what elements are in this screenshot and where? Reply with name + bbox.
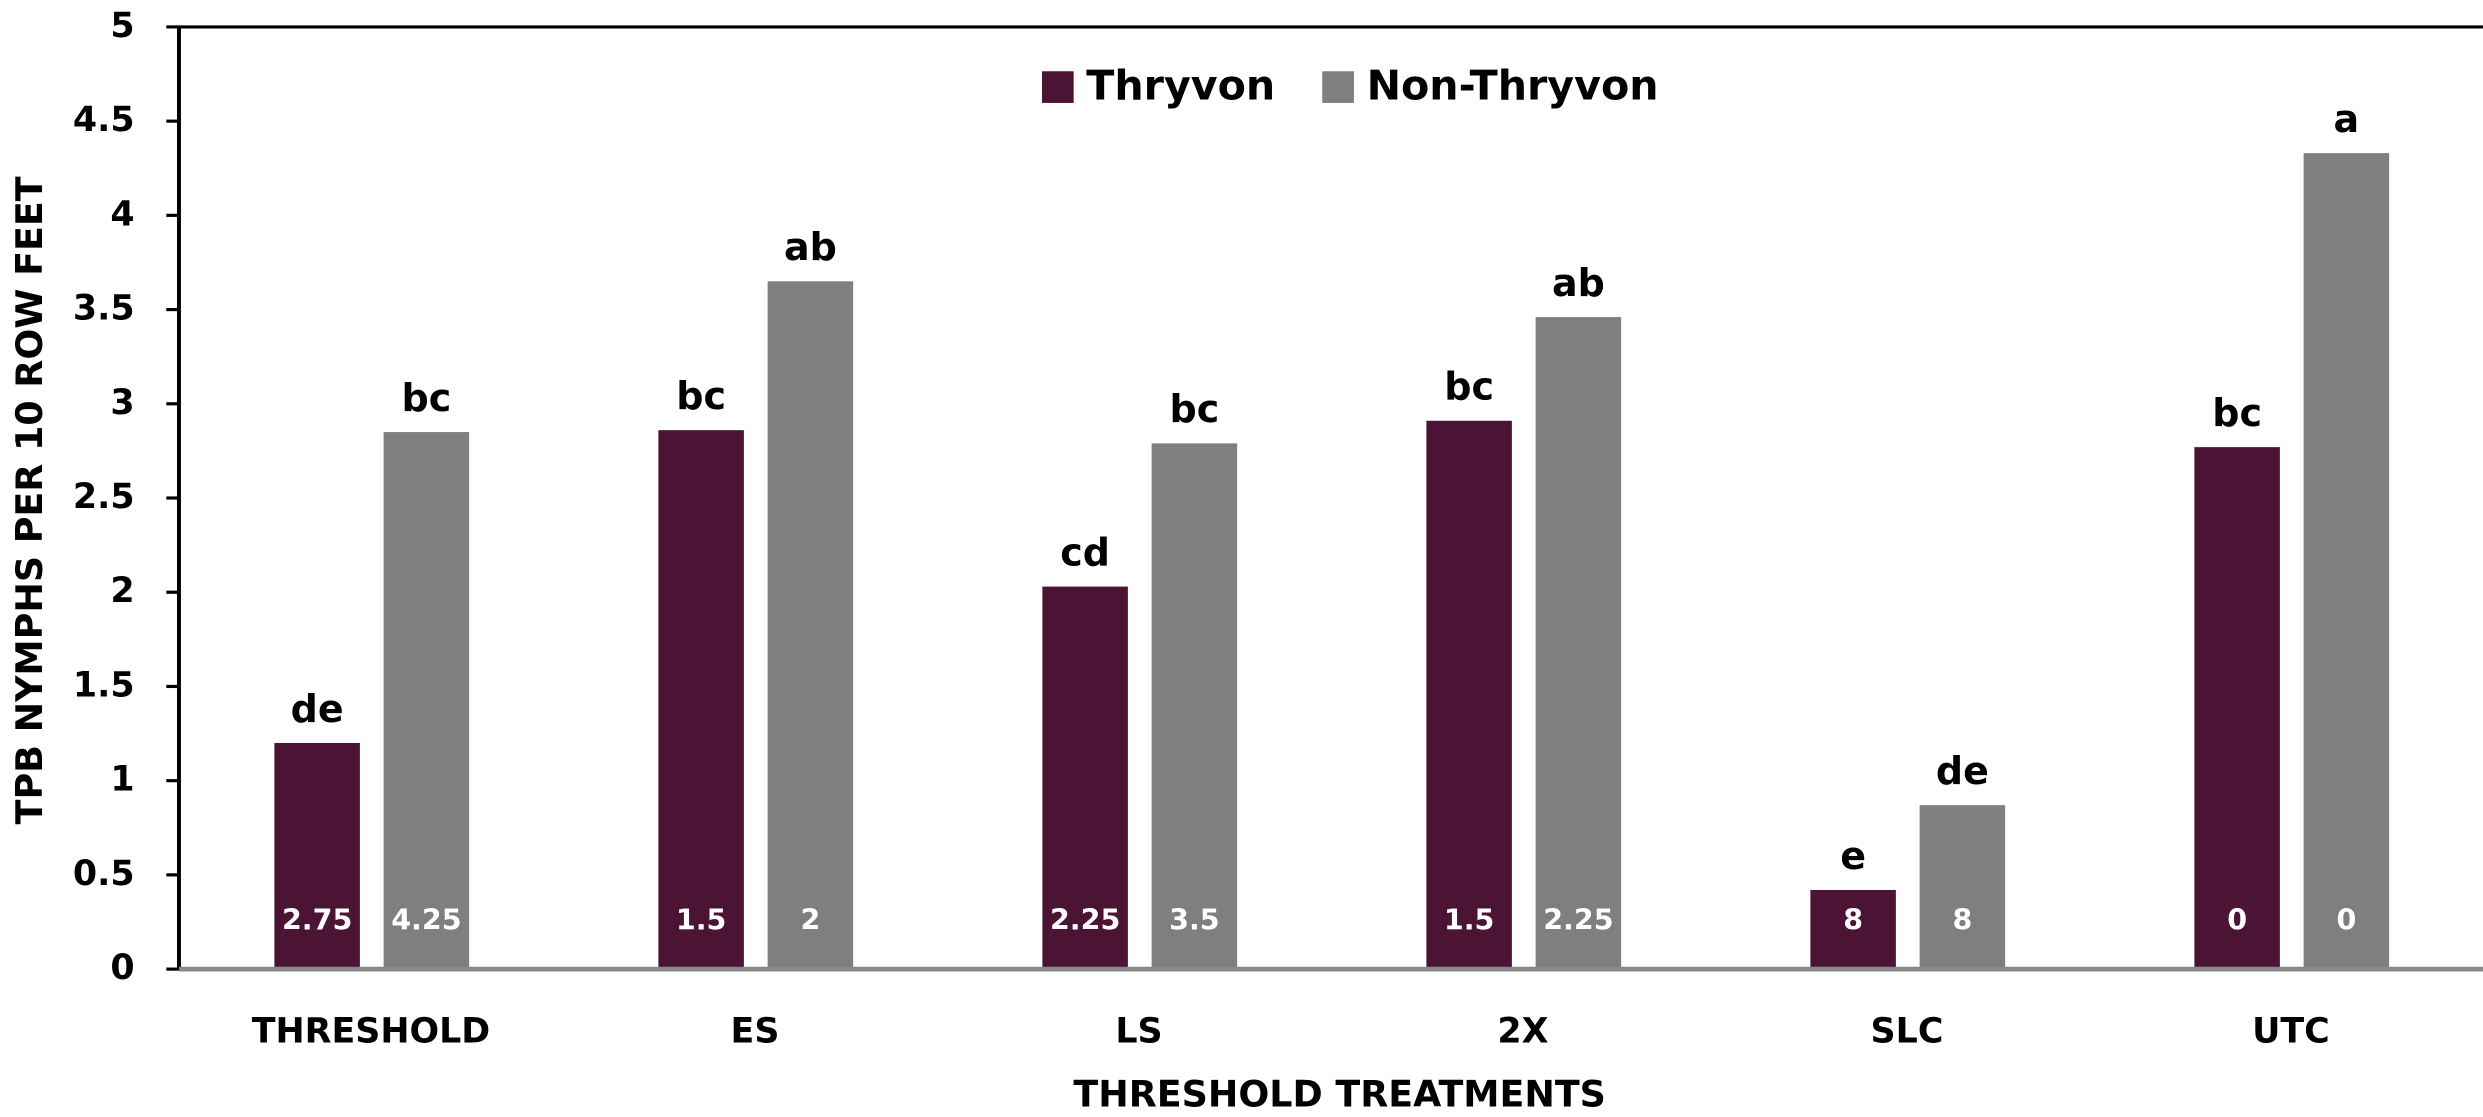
bar-inner-label: 1.5 [676,904,727,937]
legend-swatch [1322,71,1354,103]
bar-inner-label: 8 [1952,904,1972,937]
significance-letter: e [1840,834,1866,878]
bar-inner-label: 2.25 [1543,904,1613,937]
bar-inner-label: 4.25 [391,904,461,937]
y-tick-label: 0.5 [73,854,135,894]
bar-inner-label: 0 [2227,904,2247,937]
bar [767,281,854,970]
bar [383,432,470,970]
y-tick-label: 3 [110,383,134,423]
y-tick-label: 4 [110,194,134,234]
y-tick-label: 0 [110,948,134,988]
bar-inner-label: 2.75 [282,904,352,937]
x-tick-label: 2X [1497,1011,1548,1051]
y-tick-label: 2 [110,571,134,611]
legend-swatch [1041,71,1074,103]
y-tick-label: 1 [110,760,134,800]
bar [1151,443,1238,970]
bar [1426,420,1512,970]
bar-inner-label: 0 [2336,904,2356,937]
y-tick-label: 3.5 [73,289,135,329]
significance-letter: bc [1444,365,1494,409]
significance-letter: bc [1170,387,1220,431]
x-tick-label: SLC [1871,1011,1944,1051]
bar-inner-label: 2 [800,904,820,937]
x-tick-label: UTC [2252,1011,2330,1051]
significance-letter: ab [1552,261,1605,305]
significance-letter: cd [1060,530,1110,574]
significance-letter: bc [676,374,726,418]
significance-letter: de [291,687,344,731]
significance-letter: bc [2212,391,2262,435]
x-axis-label: THRESHOLD TREATMENTS [1073,1072,1605,1115]
bar [658,430,744,970]
bar [1535,317,1622,970]
bar [1919,805,2006,970]
x-tick-label: ES [731,1011,780,1051]
y-tick-label: 2.5 [73,477,135,517]
bar [2303,153,2390,970]
significance-letter: bc [402,376,452,420]
significance-letter: ab [784,225,837,269]
y-tick-label: 4.5 [73,100,135,140]
bar-inner-label: 8 [1843,904,1863,937]
bar-inner-label: 1.5 [1444,904,1495,937]
bar-inner-label: 3.5 [1169,904,1220,937]
bar [2194,447,2280,970]
bar [1810,889,1896,970]
bar [274,742,360,970]
legend-label: Thryvon [1086,62,1275,110]
y-tick-label: 5 [110,6,134,46]
bar [1042,586,1128,970]
y-tick-label: 1.5 [73,665,135,705]
bar-inner-label: 2.25 [1050,904,1120,937]
significance-letter: de [1936,749,1989,793]
legend-label: Non-Thryvon [1367,62,1659,110]
x-tick-label: LS [1115,1011,1162,1051]
y-axis-label: TPB NYMPHS PER 10 ROW FEET [8,176,51,824]
significance-letter: a [2334,97,2360,141]
x-tick-label: THRESHOLD [252,1011,490,1051]
